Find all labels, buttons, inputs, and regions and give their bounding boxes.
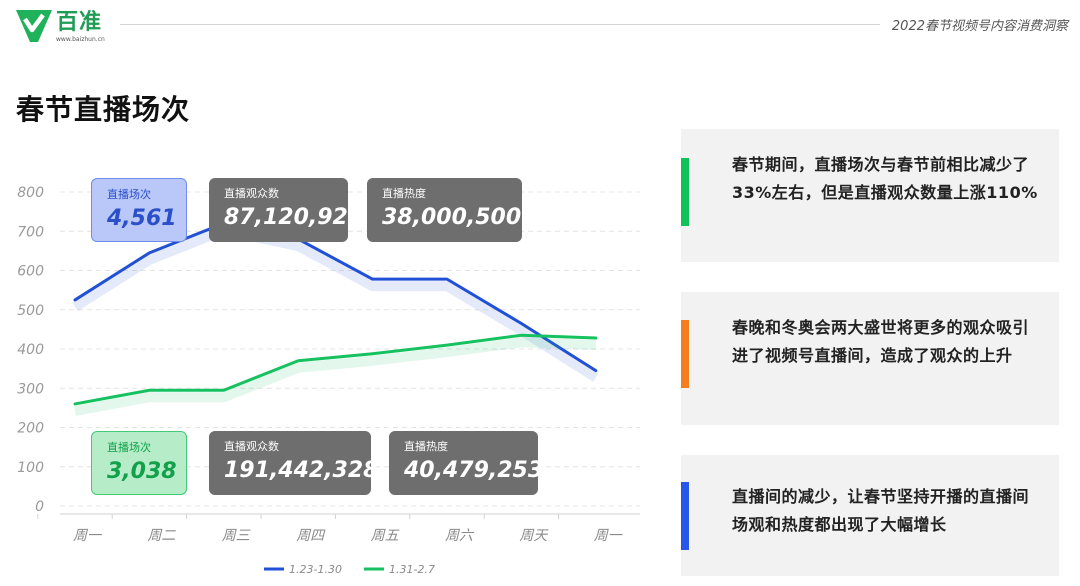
legend-label: 1.23-1.30 [289, 563, 342, 576]
stat-value: 38,000,500 [382, 205, 522, 230]
stat-card-heat-before: 直播热度 38,000,500 [367, 178, 522, 242]
stat-card-sessions-before: 直播场次 4,561 [91, 178, 187, 242]
note-accent-bar [681, 482, 689, 550]
series-line-1 [73, 221, 598, 373]
y-tick-label: 800 [17, 185, 44, 201]
insight-note-1: 春节期间，直播场次与春节前相比减少了33%左右，但是直播观众数量上涨110% [681, 129, 1059, 262]
stat-card-viewers-before: 直播观众数 87,120,929 [209, 178, 364, 242]
logo-check-icon [16, 10, 52, 42]
y-tick-label: 0 [35, 499, 44, 515]
stat-value: 87,120,929 [224, 205, 364, 230]
x-tick-label: 周五 [371, 528, 400, 544]
stat-label: 直播热度 [404, 440, 448, 453]
insight-note-3: 直播间的减少，让春节坚持开播的直播间场观和热度都出现了大幅增长 [681, 455, 1059, 576]
series-shadow [74, 337, 596, 416]
x-tick-label: 周一 [594, 528, 623, 544]
note-accent-bar [681, 158, 689, 226]
stat-value: 3,038 [107, 459, 177, 484]
stat-label: 直播热度 [382, 187, 426, 200]
stat-label: 直播观众数 [224, 187, 279, 200]
brand-url: www.baizhun.cn [56, 36, 105, 43]
note-text: 直播间的减少，让春节坚持开播的直播间场观和热度都出现了大幅增长 [732, 487, 1030, 534]
x-tick-label: 周四 [296, 528, 326, 544]
stat-label: 直播场次 [107, 188, 151, 201]
header-divider [120, 24, 880, 25]
x-tick-label: 周三 [222, 528, 251, 544]
x-tick-label: 周二 [147, 528, 176, 544]
x-tick-label: 周天 [519, 528, 549, 544]
y-tick-label: 700 [17, 224, 44, 240]
note-text: 春节期间，直播场次与春节前相比减少了33%左右，但是直播观众数量上涨110% [732, 155, 1038, 202]
series-shadow [72, 225, 599, 382]
y-tick-label: 300 [17, 381, 44, 397]
y-tick-label: 200 [17, 421, 44, 437]
note-accent-bar [681, 320, 689, 388]
brand-logo: 百准 www.baizhun.cn [16, 10, 126, 44]
brand-name: 百准 [56, 10, 103, 35]
y-tick-label: 500 [17, 303, 44, 319]
x-tick-label: 周一 [73, 528, 102, 544]
stat-value: 4,561 [107, 206, 177, 231]
series-line-2 [73, 333, 598, 406]
report-title: 2022春节视频号内容消费洞察 [891, 19, 1068, 34]
y-tick-label: 600 [17, 264, 44, 280]
x-tick-label: 周六 [445, 528, 475, 544]
legend-label: 1.31-2.7 [389, 563, 435, 576]
page-title: 春节直播场次 [16, 93, 191, 126]
stat-value: 191,442,328 [224, 458, 379, 483]
stat-label: 直播观众数 [224, 440, 279, 453]
stat-label: 直播场次 [107, 441, 151, 454]
stat-card-viewers-after: 直播观众数 191,442,328 [209, 431, 379, 495]
y-tick-label: 400 [17, 342, 44, 358]
stat-value: 40,479,253 [404, 458, 544, 483]
stat-card-heat-after: 直播热度 40,479,253 [389, 431, 544, 495]
y-tick-label: 100 [17, 460, 44, 476]
stat-card-sessions-after: 直播场次 3,038 [91, 431, 187, 495]
line-chart: 0 100 200 300 400 500 600 700 800 周一 周二 周三 周四 周五 周六 周天… [17, 185, 640, 576]
insight-note-2: 春晚和冬奥会两大盛世将更多的观众吸引进了视频号直播间，造成了观众的上升 [681, 292, 1059, 425]
note-text: 春晚和冬奥会两大盛世将更多的观众吸引进了视频号直播间，造成了观众的上升 [732, 318, 1030, 365]
